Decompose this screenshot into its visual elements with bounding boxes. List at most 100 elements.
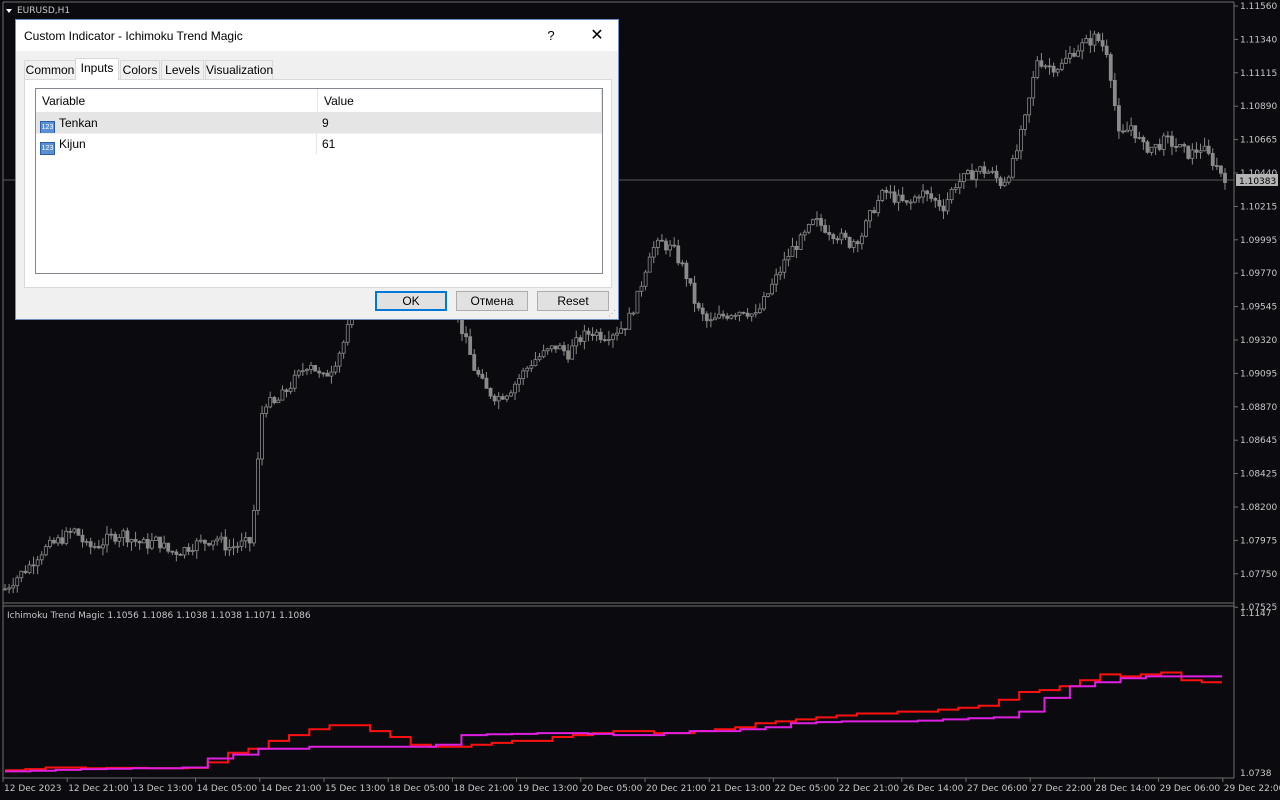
time-tick-label: 13 Dec 13:00 [132,784,193,794]
candle-body [272,397,277,404]
candle-body [757,308,762,314]
candle-body [1092,33,1097,46]
candle-body [1125,129,1129,133]
tab-levels[interactable]: Levels [161,60,204,79]
candle-body [243,537,248,542]
candle-body [198,539,203,542]
candle-body [586,330,591,335]
resize-grip-icon[interactable]: ⋰ [608,309,616,318]
candle-body [696,303,701,309]
candle-body [570,345,575,360]
candle-body [810,219,815,225]
candle-body [917,196,921,199]
tab-visualization[interactable]: Visualization [205,60,273,79]
candle-body [76,528,81,536]
candle-body [794,246,799,250]
candle-body [692,282,697,304]
dialog-titlebar[interactable]: Custom Indicator - Ichimoku Trend Magic … [16,20,618,51]
candle-body [549,345,554,350]
candle-body [1047,65,1052,68]
candle-body [970,170,974,180]
candle-body [215,538,220,542]
candle-body [129,539,134,543]
candle-body [149,540,154,549]
candle-body [606,339,611,341]
candle-body [341,341,346,354]
candle-body [766,293,770,297]
candle-body [953,187,958,190]
candle-body [1153,143,1158,148]
candle-body [88,541,93,548]
tab-inputs[interactable]: Inputs [75,58,119,80]
help-button[interactable]: ? [547,28,555,43]
candle-body [574,337,579,347]
candle-body [737,311,742,316]
candle-body [1198,150,1203,153]
custom-indicator-dialog: Custom Indicator - Ichimoku Trend Magic … [15,19,619,320]
price-tick-label: 1.11115 [1240,69,1277,79]
candle-body [655,239,660,248]
candle-body [598,331,603,341]
candle-body [660,239,664,242]
candle-body [84,541,89,544]
candle-body [1182,144,1187,147]
candle-body [753,312,758,315]
tab-colors[interactable]: Colors [120,60,160,79]
candle-body [117,537,122,542]
candle-body [268,397,273,408]
candle-body [1108,54,1113,81]
symbol-dropdown-icon[interactable] [6,9,12,13]
candle-body [219,536,224,540]
candle-body [468,336,473,355]
candle-body [329,371,334,377]
candle-body [476,369,481,375]
candle-body [631,312,636,315]
time-tick-label: 18 Dec 21:00 [453,784,514,794]
candle-body [313,364,318,372]
table-row[interactable]: 123 Tenkan 9 [36,113,602,134]
candle-body [1149,146,1154,153]
candle-body [105,533,109,546]
candle-body [529,365,534,369]
close-button[interactable]: ✕ [590,27,604,44]
candle-body [521,370,526,379]
candle-body [839,232,844,241]
column-header-variable[interactable]: Variable [36,89,318,113]
candle-body [1076,50,1081,57]
candle-body [806,224,811,233]
reset-button[interactable]: Reset [537,291,609,311]
candle-body [594,331,599,337]
time-tick-label: 12 Dec 21:00 [68,784,129,794]
candle-body [1104,45,1109,55]
candle-body [615,332,619,336]
time-tick-label: 14 Dec 05:00 [197,784,258,794]
table-row[interactable]: 123 Kijun 61 [36,133,602,155]
candle-body [288,387,293,392]
candle-body [859,235,864,245]
ok-button[interactable]: OK [375,291,447,311]
candle-body [31,564,36,567]
candle-body [741,311,746,314]
candle-body [137,541,142,544]
cancel-button[interactable]: Отмена [456,291,528,311]
column-header-value[interactable]: Value [318,89,602,113]
candle-body [1035,60,1040,78]
candle-body [945,199,950,212]
variable-name: Kijun [59,137,86,151]
price-tick-label: 1.07525 [1240,603,1277,613]
candle-body [864,220,868,237]
value-cell[interactable]: 9 [322,116,329,130]
candle-body [480,373,485,379]
candle-body [627,312,632,330]
candle-body [23,570,28,574]
candle-body [582,330,587,342]
tab-common[interactable]: Common [24,60,76,79]
value-cell[interactable]: 61 [322,137,336,151]
candle-body [664,240,668,251]
symbol-label: EURUSD,H1 [17,6,70,16]
candle-body [1039,60,1044,67]
candle-body [778,271,783,276]
candle-body [309,364,313,370]
candle-body [1206,145,1211,154]
candle-body [1023,114,1027,130]
